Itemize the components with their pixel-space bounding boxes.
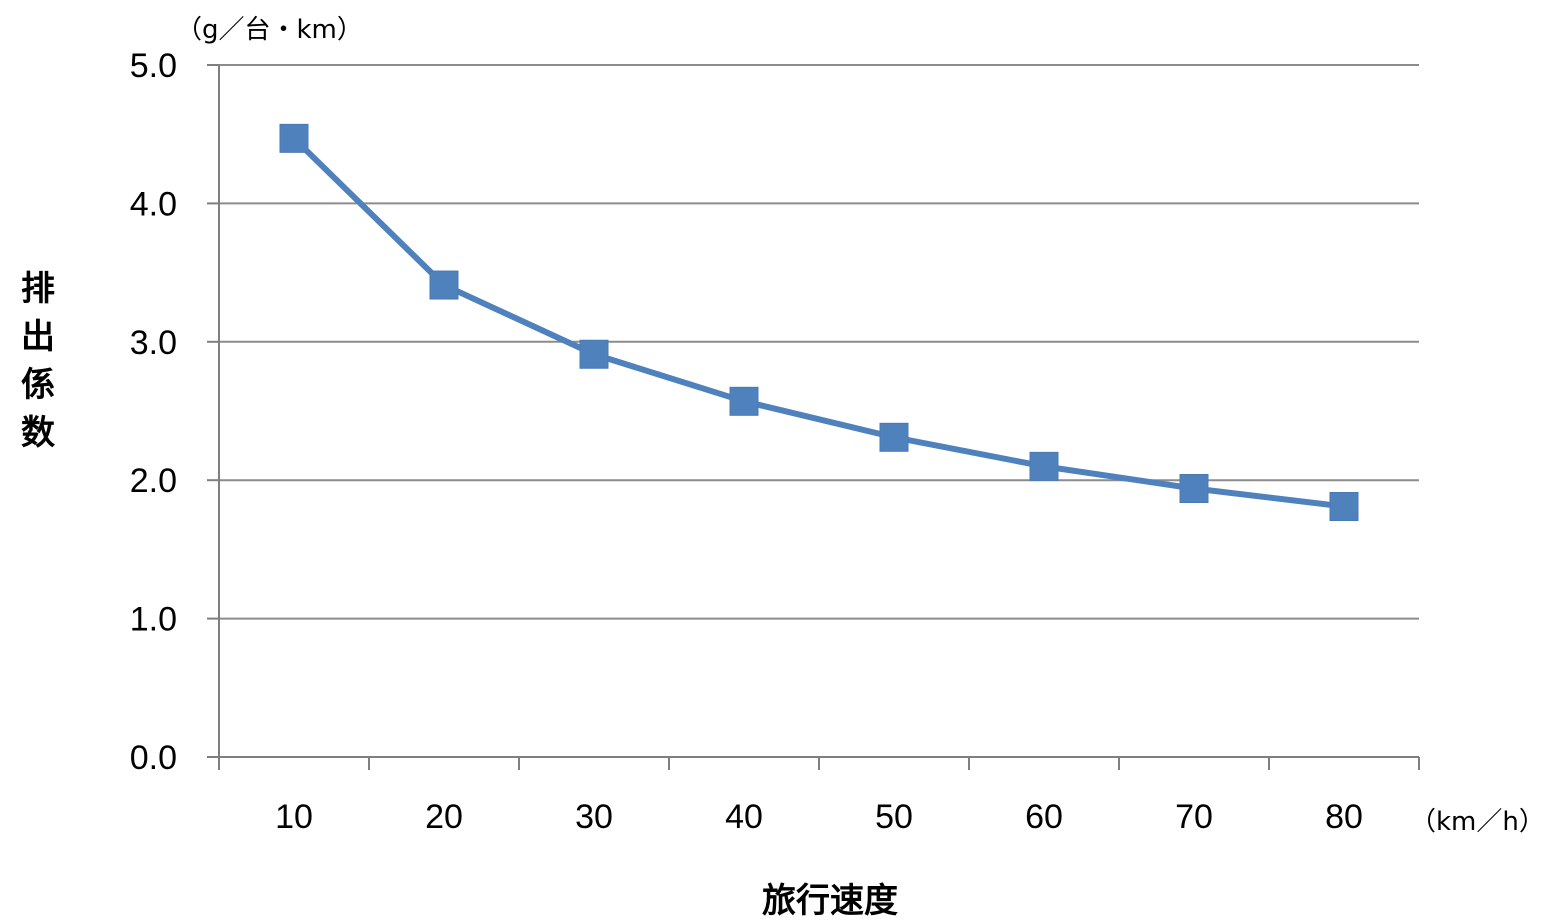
data-point-marker (729, 386, 759, 416)
x-tick-label: 80 (1325, 798, 1363, 836)
data-point-marker (579, 339, 609, 369)
x-tick-label: 50 (875, 798, 913, 836)
y-tick-labels: 0.0 1.0 2.0 3.0 4.0 5.0 (130, 47, 177, 777)
x-tick-label: 70 (1175, 798, 1213, 836)
x-unit-label: （km／h） (1410, 807, 1545, 837)
x-tick-label: 60 (1025, 798, 1063, 836)
y-tick-label: 4.0 (130, 185, 177, 223)
y-tick-label: 5.0 (130, 47, 177, 85)
x-tick-label: 10 (275, 798, 313, 836)
data-point-marker (279, 123, 309, 153)
data-point-marker (1329, 491, 1359, 521)
series-markers (279, 123, 1359, 521)
x-tick-label: 30 (575, 798, 613, 836)
y-axis-title: 排出係数 (21, 269, 55, 453)
y-axis-title-char: 係 (21, 365, 55, 405)
gridlines (219, 64, 1419, 620)
data-point-marker (1179, 474, 1209, 504)
y-axis-title-char: 数 (21, 413, 55, 453)
y-axis-title-char: 出 (21, 317, 55, 357)
x-tick-marks (218, 757, 1420, 770)
y-axis-title-char: 排 (21, 269, 55, 309)
y-tick-marks (207, 64, 219, 758)
y-tick-label: 3.0 (130, 324, 177, 362)
y-unit-label: （g／台・km） (176, 15, 363, 45)
y-tick-label: 2.0 (130, 462, 177, 500)
data-point-marker (429, 270, 459, 300)
x-tick-labels: 10 20 30 40 50 60 70 80 (275, 798, 1363, 836)
y-tick-label: 0.0 (130, 739, 177, 777)
x-tick-label: 40 (725, 798, 763, 836)
x-axis-title: 旅行速度 (762, 881, 898, 920)
data-point-marker (879, 422, 909, 452)
data-point-marker (1029, 451, 1059, 481)
y-tick-label: 1.0 (130, 601, 177, 639)
series-line (291, 136, 1345, 510)
x-tick-label: 20 (425, 798, 463, 836)
